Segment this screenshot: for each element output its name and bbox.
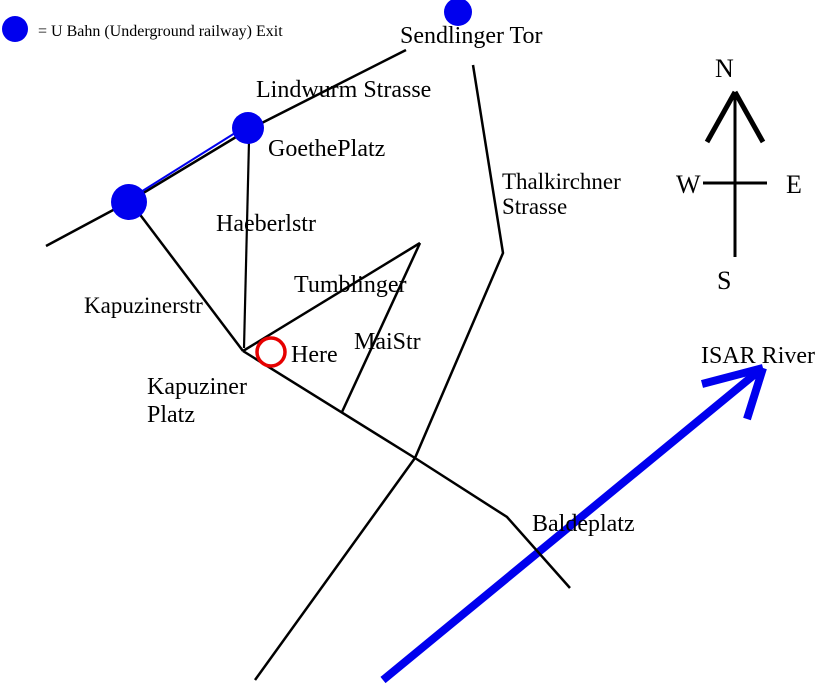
u-bahn-exit-west-lindwurm xyxy=(111,184,147,220)
u-bahn-rail-line xyxy=(135,127,244,196)
label-isar-river: ISAR River xyxy=(701,343,815,369)
compass-east-label: E xyxy=(786,170,802,199)
label-here: Here xyxy=(291,342,338,368)
compass-arrowhead-left xyxy=(704,90,738,144)
compass-south-label: S xyxy=(717,266,731,295)
legend-u-bahn-dot-icon xyxy=(2,16,28,42)
river-arrow-shaft xyxy=(380,366,763,684)
label-goetheplatz: GoethePlatz xyxy=(268,136,385,162)
compass-arrowhead-right xyxy=(732,90,766,144)
label-baldeplatz: Baldeplatz xyxy=(532,511,635,537)
roads xyxy=(45,48,571,681)
label-lindwurm-strasse: Lindwurm Strasse xyxy=(256,77,431,103)
legend: = U Bahn (Underground railway) Exit xyxy=(2,16,283,42)
road-kapuzinerstr xyxy=(131,203,244,352)
label-thalkirchner-line1: Thalkirchner xyxy=(502,169,621,194)
red-labels: Here Kapuziner Platz xyxy=(147,342,338,428)
isar-river-arrow xyxy=(380,364,767,684)
label-sendlinger-tor: Sendlinger Tor xyxy=(400,23,543,49)
river-arrowhead-left-barb xyxy=(700,364,765,388)
compass-north-label: N xyxy=(715,54,734,83)
label-kapuzinerstr: Kapuzinerstr xyxy=(84,293,203,318)
label-tumblinger: Tumblinger xyxy=(294,272,406,298)
compass-rose: N W E S xyxy=(676,54,802,295)
road-kapuziner-extension xyxy=(242,349,571,589)
label-kapuziner-platz-line2: Platz xyxy=(147,402,195,428)
legend-text: = U Bahn (Underground railway) Exit xyxy=(38,23,283,40)
road-lindwurm-strasse xyxy=(45,48,407,248)
u-bahn-exits xyxy=(111,0,472,220)
label-haeberlstr: Haeberlstr xyxy=(216,211,316,237)
label-thalkirchner-line2: Strasse xyxy=(502,194,567,219)
label-kapuziner-platz-line1: Kapuziner xyxy=(147,374,247,400)
river-arrowhead-bottom-barb xyxy=(743,366,767,421)
road-haeberlstr xyxy=(242,140,251,349)
here-marker-ring xyxy=(255,336,287,368)
road-tumblinger xyxy=(242,241,421,353)
street-labels: Sendlinger Tor Lindwurm Strasse GoethePl… xyxy=(84,23,635,537)
road-thalkirchner-strasse xyxy=(253,64,505,681)
label-maistr: MaiStr xyxy=(354,329,421,355)
u-bahn-exit-goetheplatz xyxy=(232,112,264,144)
u-bahn-exit-sendlinger-tor xyxy=(444,0,472,26)
road-maistr xyxy=(340,242,422,413)
compass-west-label: W xyxy=(676,170,701,199)
